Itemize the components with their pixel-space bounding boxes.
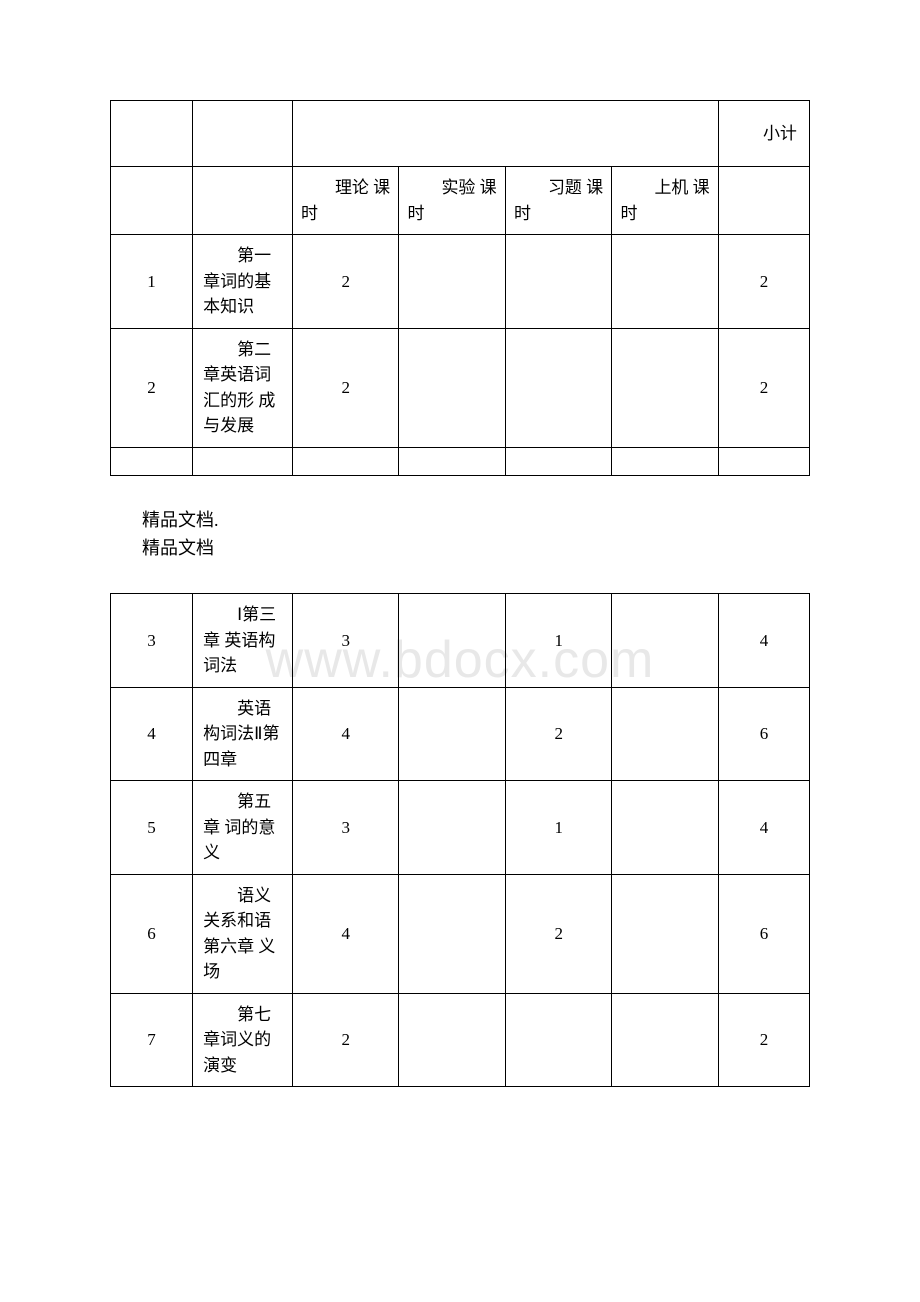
row-number: 5 [111, 781, 193, 875]
row-theory: 3 [292, 781, 399, 875]
row-exercise: 1 [505, 781, 612, 875]
row-exercise [505, 993, 612, 1087]
row-experiment [399, 781, 506, 875]
row-subtotal: 4 [718, 781, 809, 875]
body-text-1: 精品文档. [110, 506, 810, 535]
course-hours-table-bottom: 3 Ⅰ第三章 英语构词法 3 1 4 4 英语构词法Ⅱ第四章 4 2 6 5 第… [110, 593, 810, 1087]
table-row: 3 Ⅰ第三章 英语构词法 3 1 4 [111, 594, 810, 688]
row-subtotal: 6 [718, 874, 809, 993]
empty-cell [193, 447, 293, 475]
header-cell-empty [718, 167, 809, 235]
row-number: 7 [111, 993, 193, 1087]
table-row: 7 第七章词义的演变 2 2 [111, 993, 810, 1087]
header-cell-empty [111, 101, 193, 167]
row-theory: 4 [292, 874, 399, 993]
row-experiment [399, 687, 506, 781]
empty-cell [505, 447, 612, 475]
row-theory: 2 [292, 993, 399, 1087]
header-cell-empty [292, 101, 718, 167]
row-computer [612, 781, 719, 875]
row-computer [612, 687, 719, 781]
row-number: 3 [111, 594, 193, 688]
empty-cell [111, 447, 193, 475]
course-hours-table-top: 小计 理论 课时 实验 课时 习题 课时 上机 课时 1 第一章词的基本知识 2… [110, 100, 810, 476]
table-header-row-2: 理论 课时 实验 课时 习题 课时 上机 课时 [111, 167, 810, 235]
header-exercise: 习题 课时 [505, 167, 612, 235]
row-subtotal: 6 [718, 687, 809, 781]
table-row: 4 英语构词法Ⅱ第四章 4 2 6 [111, 687, 810, 781]
row-exercise: 2 [505, 874, 612, 993]
row-experiment [399, 328, 506, 447]
row-computer [612, 993, 719, 1087]
header-cell-empty [193, 167, 293, 235]
empty-cell [292, 447, 399, 475]
row-computer [612, 594, 719, 688]
header-theory: 理论 课时 [292, 167, 399, 235]
row-experiment [399, 993, 506, 1087]
row-computer [612, 235, 719, 329]
row-number: 6 [111, 874, 193, 993]
table-row: 5 第五章 词的意义 3 1 4 [111, 781, 810, 875]
row-chapter: 第七章词义的演变 [193, 993, 293, 1087]
table-row-empty [111, 447, 810, 475]
row-experiment [399, 235, 506, 329]
row-chapter: 语义关系和语第六章 义场 [193, 874, 293, 993]
table-row: 1 第一章词的基本知识 2 2 [111, 235, 810, 329]
row-theory: 4 [292, 687, 399, 781]
row-chapter: Ⅰ第三章 英语构词法 [193, 594, 293, 688]
row-chapter: 第五章 词的意义 [193, 781, 293, 875]
row-exercise: 1 [505, 594, 612, 688]
table-header-row-1: 小计 [111, 101, 810, 167]
empty-cell [612, 447, 719, 475]
header-cell-empty [193, 101, 293, 167]
row-computer [612, 874, 719, 993]
row-subtotal: 4 [718, 594, 809, 688]
row-chapter: 英语构词法Ⅱ第四章 [193, 687, 293, 781]
row-chapter: 第一章词的基本知识 [193, 235, 293, 329]
header-cell-empty [111, 167, 193, 235]
row-number: 2 [111, 328, 193, 447]
empty-cell [399, 447, 506, 475]
row-chapter: 第二章英语词汇的形 成与发展 [193, 328, 293, 447]
header-computer: 上机 课时 [612, 167, 719, 235]
row-experiment [399, 594, 506, 688]
row-experiment [399, 874, 506, 993]
row-theory: 2 [292, 328, 399, 447]
table-row: 2 第二章英语词汇的形 成与发展 2 2 [111, 328, 810, 447]
row-number: 4 [111, 687, 193, 781]
row-exercise [505, 235, 612, 329]
header-subtotal: 小计 [718, 101, 809, 167]
row-exercise [505, 328, 612, 447]
row-subtotal: 2 [718, 993, 809, 1087]
header-experiment: 实验 课时 [399, 167, 506, 235]
table-row: 6 语义关系和语第六章 义场 4 2 6 [111, 874, 810, 993]
row-number: 1 [111, 235, 193, 329]
body-text-2: 精品文档 [110, 534, 810, 563]
row-computer [612, 328, 719, 447]
empty-cell [718, 447, 809, 475]
row-subtotal: 2 [718, 235, 809, 329]
row-theory: 3 [292, 594, 399, 688]
row-subtotal: 2 [718, 328, 809, 447]
row-exercise: 2 [505, 687, 612, 781]
row-theory: 2 [292, 235, 399, 329]
